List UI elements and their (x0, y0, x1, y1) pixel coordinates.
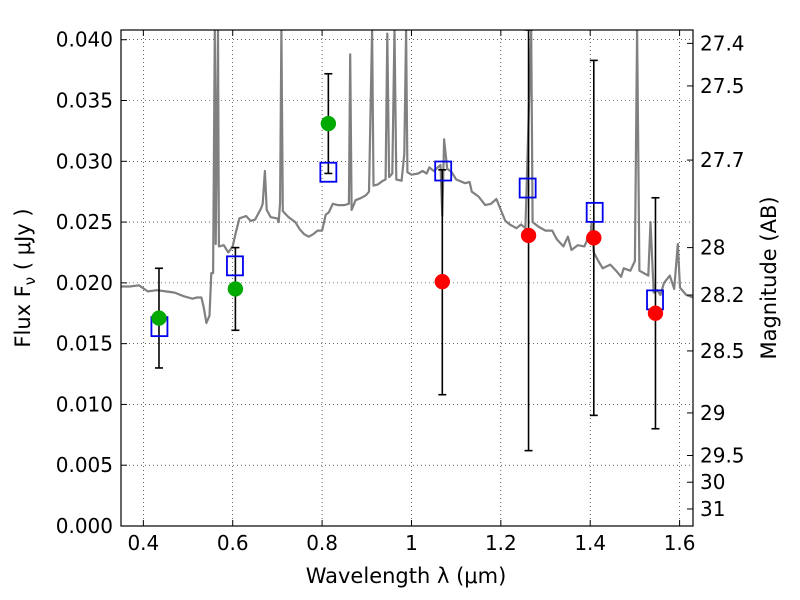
model-square (434, 160, 453, 182)
observed-point (151, 310, 167, 326)
x-tick-label: 1.2 (485, 531, 517, 555)
spectrum-line (121, 30, 693, 325)
model-square (585, 201, 604, 223)
y2-tick-label: 29.5 (700, 443, 745, 467)
model-square (518, 177, 537, 199)
y2-tick-label: 28.5 (700, 339, 745, 363)
observed-point (586, 230, 602, 246)
observed-point (320, 115, 337, 132)
y2-tick-label: 27.7 (700, 148, 745, 172)
plot-frame (120, 29, 694, 527)
y2-tick-label: 28 (700, 236, 725, 260)
y-tick-label: 0.035 (56, 89, 113, 113)
y-tick-label: 0.010 (56, 392, 113, 416)
y-tick-label: 0.005 (56, 453, 113, 477)
y-tick-label: 0.000 (56, 514, 113, 538)
y2-axis-label: Magnitude (AB) (757, 196, 781, 359)
observed-point (520, 227, 537, 244)
y2-tick-label: 30 (700, 470, 725, 494)
spectrum-layer (121, 30, 693, 325)
observed-point (647, 305, 664, 322)
y-tick-label: 0.015 (56, 332, 113, 356)
x-tick-label: 1.6 (664, 531, 696, 555)
tick-layer: 0.4 0.6 0.8 1 1.2 1.4 1.6 0.000 0.005 0.010 0.015 0… (56, 28, 745, 555)
x-axis-label: Wavelength λ (μm) (306, 564, 507, 588)
observed-point (227, 281, 244, 297)
y2-tick-label: 31 (700, 497, 725, 521)
y-tick-label: 0.030 (56, 149, 113, 173)
model-square-layer (150, 160, 664, 338)
model-square (226, 255, 244, 277)
y-tick-label: 0.025 (56, 210, 113, 234)
x-tick-label: 0.6 (217, 531, 249, 555)
observed-point-layer (151, 115, 664, 326)
x-tick-label: 0.8 (306, 531, 338, 555)
x-tick-label: 1 (405, 531, 418, 555)
observed-point (434, 273, 451, 290)
y-axis-label: Flux Fν ( μJy ) (11, 208, 39, 347)
y2-tick-label: 28.2 (700, 283, 745, 307)
y2-tick-label: 29 (700, 401, 725, 425)
y-tick-label: 0.040 (56, 28, 113, 52)
x-tick-label: 1.4 (574, 531, 606, 555)
y2-tick-label: 27.5 (700, 74, 745, 98)
y-tick-label: 0.020 (56, 271, 113, 295)
y2-tick-label: 27.4 (700, 31, 745, 55)
model-square (319, 161, 338, 183)
x-tick-label: 0.4 (127, 531, 159, 555)
